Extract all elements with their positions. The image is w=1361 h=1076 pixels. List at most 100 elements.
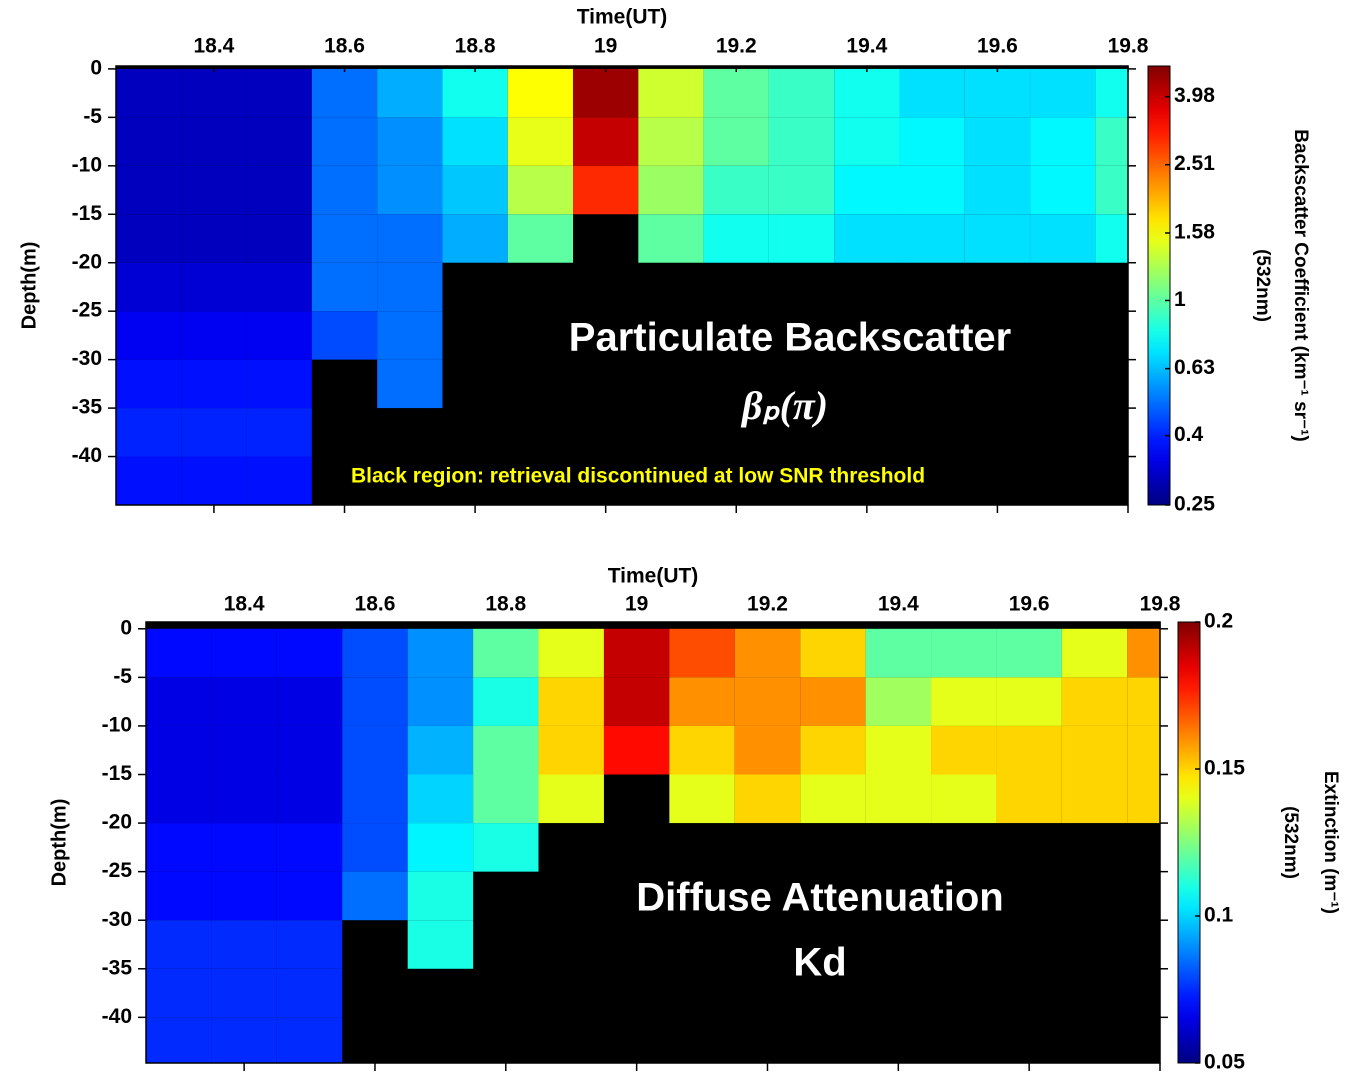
heat-cell xyxy=(181,68,247,118)
heat-cell xyxy=(246,456,312,505)
colorbar-sublabel: (532nm) xyxy=(1280,806,1301,879)
heat-cell xyxy=(996,774,1062,824)
heat-cell xyxy=(768,165,835,215)
heat-cell xyxy=(931,677,997,726)
y-tick-label: -25 xyxy=(102,859,133,882)
heat-cell xyxy=(211,628,277,678)
heat-cell xyxy=(669,677,735,726)
heat-cell xyxy=(407,920,474,969)
x-tick-label: 18.4 xyxy=(224,593,265,616)
heat-cell xyxy=(703,165,769,215)
y-tick-label: -35 xyxy=(72,396,103,419)
heat-cell xyxy=(1127,725,1160,775)
heat-cell xyxy=(342,823,408,872)
heat-cell xyxy=(407,628,474,678)
heat-cell xyxy=(996,725,1062,775)
plot-frame xyxy=(145,621,1161,1064)
heat-cell xyxy=(538,774,604,824)
heat-cell xyxy=(146,968,212,1018)
heat-cell xyxy=(342,677,408,726)
heat-cell xyxy=(800,774,866,824)
y-tick-label: -5 xyxy=(113,665,132,688)
colorbar-sublabel: (532nm) xyxy=(1252,249,1273,322)
heat-cell xyxy=(899,165,965,215)
heat-cell xyxy=(865,725,932,775)
heat-cell xyxy=(734,628,801,678)
heat-cell xyxy=(931,628,997,678)
heat-cell xyxy=(964,117,1031,166)
annotation: Kd xyxy=(793,941,846,985)
heat-cell xyxy=(116,311,182,360)
heat-cell xyxy=(899,68,965,118)
heat-cell xyxy=(834,117,900,166)
heat-cell xyxy=(311,117,378,166)
heat-cell xyxy=(246,408,312,457)
colorbar-tick-label: 0.15 xyxy=(1204,757,1245,780)
colorbar-tick-label: 2.51 xyxy=(1174,152,1215,175)
heat-cell xyxy=(1061,725,1128,775)
x-tick-label: 19.4 xyxy=(878,593,919,616)
heat-cell xyxy=(703,117,769,166)
heat-cell xyxy=(507,68,574,118)
x-tick-label: 18.6 xyxy=(324,35,365,58)
y-tick-label: -5 xyxy=(83,105,102,128)
heat-cell xyxy=(181,165,247,215)
heat-cell xyxy=(276,968,343,1018)
heat-cell xyxy=(964,68,1031,118)
annotation: Diffuse Attenuation xyxy=(636,876,1003,920)
colorbar-tick-label: 1.58 xyxy=(1174,221,1215,244)
heat-cell xyxy=(442,68,508,118)
heat-cell xyxy=(377,359,443,409)
heat-cell xyxy=(507,214,574,263)
heat-cell xyxy=(834,214,900,263)
heat-cell xyxy=(538,725,604,775)
y-tick-label: -40 xyxy=(72,444,102,467)
heat-cell xyxy=(638,165,704,215)
heat-cell xyxy=(964,214,1031,263)
heat-cell xyxy=(116,117,182,166)
heat-cell xyxy=(146,677,212,726)
heat-cell xyxy=(669,774,735,824)
colorbar-label: Extinction (m⁻¹) xyxy=(1320,771,1341,914)
y-tick-label: -15 xyxy=(102,762,133,785)
heat-cell xyxy=(834,68,900,118)
colorbar-tick-label: 3.98 xyxy=(1174,84,1215,107)
heat-cell xyxy=(246,214,312,263)
y-tick-label: 0 xyxy=(120,616,132,639)
heat-cell xyxy=(246,262,312,312)
y-tick-label: -15 xyxy=(72,202,103,225)
heat-cell xyxy=(181,262,247,312)
heat-cell xyxy=(246,359,312,409)
heat-cell xyxy=(342,628,408,678)
heat-cell xyxy=(1095,68,1128,118)
x-tick-label: 19.2 xyxy=(716,35,757,58)
heat-cell xyxy=(703,68,769,118)
heat-cell xyxy=(211,774,277,824)
heat-cell xyxy=(116,359,182,409)
y-tick-label: -10 xyxy=(102,713,132,736)
heat-cell xyxy=(473,823,539,872)
heat-cell xyxy=(1061,677,1128,726)
heat-cell xyxy=(800,677,866,726)
annotation: βₚ(π) xyxy=(740,383,828,428)
heat-cell xyxy=(276,823,343,872)
heat-cell xyxy=(473,628,539,678)
heat-cell xyxy=(377,311,443,360)
heat-cell xyxy=(211,920,277,969)
heat-cell xyxy=(442,165,508,215)
colorbar xyxy=(1177,621,1201,1064)
heat-cell xyxy=(276,725,343,775)
y-tick-label: -35 xyxy=(102,956,133,979)
colorbar-tick-label: 0.25 xyxy=(1174,493,1215,516)
heat-cell xyxy=(1127,628,1160,678)
heat-cell xyxy=(768,68,835,118)
x-tick-label: 19 xyxy=(594,35,617,58)
annotation: Particulate Backscatter xyxy=(569,316,1011,360)
heat-cell xyxy=(1127,677,1160,726)
annotation: Black region: retrieval discontinued at … xyxy=(351,465,925,488)
heat-cell xyxy=(865,677,932,726)
heat-cell xyxy=(146,823,212,872)
heat-cell xyxy=(181,408,247,457)
heat-cell xyxy=(669,725,735,775)
heat-cell xyxy=(996,628,1062,678)
